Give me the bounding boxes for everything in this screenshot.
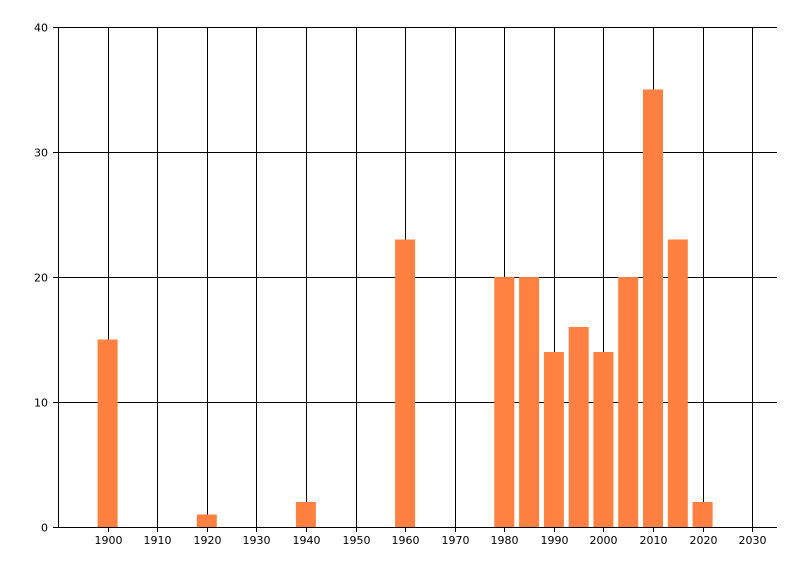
bar-1980 [494,277,515,527]
axes [53,27,777,532]
bar-1990 [543,352,564,527]
bar-2020 [692,502,713,527]
y-tick-label: 30 [34,147,48,160]
y-tick-label: 0 [41,522,48,535]
x-tick-label: 1990 [541,534,569,547]
bar-2010 [643,89,663,527]
x-tick-label: 1970 [442,534,470,547]
x-tick-label: 1940 [293,534,321,547]
bar-1900 [97,339,118,527]
x-tick-label: 2020 [690,534,718,547]
bar-1960 [395,239,416,527]
x-tick-label: 1910 [144,534,172,547]
x-tick-label: 1930 [243,534,271,547]
x-tick-label: 1980 [491,534,519,547]
bar-2015 [667,239,688,527]
x-tick-label: 2000 [590,534,618,547]
bars-group [97,89,713,527]
x-tick-labels: 1900 1910 1920 1930 1940 1950 1960 1970 1980 1990… [95,534,767,547]
y-tick-label: 20 [34,272,48,285]
bar-2005 [618,277,639,527]
y-tick-label: 10 [34,397,48,410]
bar-1940 [295,502,316,527]
x-tick-label: 2030 [739,534,767,547]
x-tick-label: 1950 [343,534,371,547]
bar-1920 [196,514,217,527]
bar-1995 [568,327,589,527]
x-tick-label: 2010 [640,534,668,547]
bar-1985 [519,277,540,527]
y-tick-label: 40 [34,22,48,35]
x-tick-label: 1960 [392,534,420,547]
bar-2000 [593,352,614,527]
x-tick-label: 1920 [194,534,222,547]
x-tick-label: 1900 [95,534,123,547]
y-tick-labels: 0 10 20 30 40 [34,22,48,535]
